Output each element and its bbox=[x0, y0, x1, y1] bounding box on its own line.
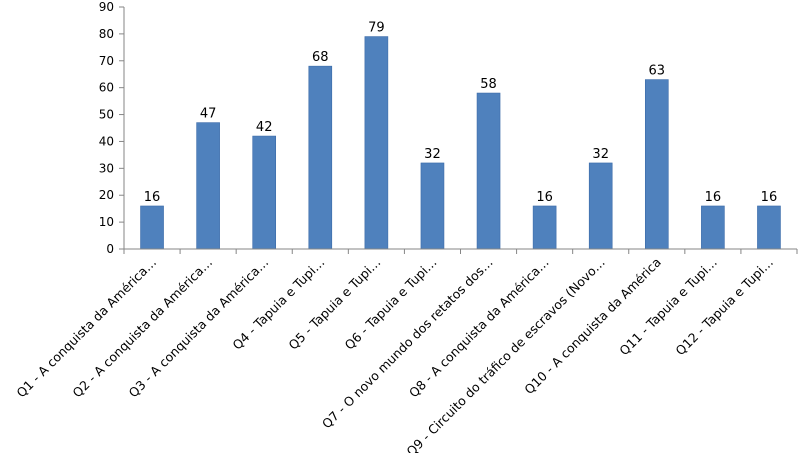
bar bbox=[476, 92, 501, 250]
data-label: 63 bbox=[649, 64, 666, 79]
x-category-label: Q12 - Tapuia e Tupi… bbox=[672, 255, 776, 359]
bar bbox=[364, 36, 389, 250]
y-axis: 0 10 20 30 40 50 60 70 80 90 bbox=[99, 0, 125, 256]
bars bbox=[140, 36, 781, 250]
y-tick-label: 50 bbox=[99, 108, 114, 122]
y-tick-label: 70 bbox=[99, 54, 114, 68]
data-label: 32 bbox=[592, 147, 609, 162]
y-tick-label: 40 bbox=[99, 134, 114, 148]
data-label: 16 bbox=[536, 190, 553, 205]
bar bbox=[140, 205, 164, 250]
data-label: 58 bbox=[480, 77, 497, 92]
bar bbox=[252, 135, 277, 250]
x-category-label: Q6 - Tapuia e Tupi… bbox=[342, 255, 440, 353]
x-category-label: Q11 - Tapuia e Tupi… bbox=[616, 255, 720, 359]
bar bbox=[757, 205, 781, 250]
y-tick-label: 80 bbox=[99, 27, 114, 41]
bar bbox=[644, 79, 669, 250]
data-labels: 16 47 42 68 79 32 58 16 32 63 16 16 bbox=[144, 21, 777, 205]
y-tick-label: 20 bbox=[99, 188, 114, 202]
x-category-label: Q5 - Tapuia e Tupi… bbox=[285, 255, 383, 353]
y-tick-label: 90 bbox=[99, 0, 114, 14]
data-label: 42 bbox=[256, 120, 273, 135]
x-category-label: Q4 - Tapuia e Tupi… bbox=[229, 255, 327, 353]
data-label: 47 bbox=[200, 107, 217, 122]
x-category-label: Q9 - Circuito do tráfico de escravos (No… bbox=[403, 255, 607, 453]
data-label: 16 bbox=[705, 190, 722, 205]
y-tick-label: 0 bbox=[106, 242, 114, 256]
bar bbox=[196, 122, 220, 250]
bar bbox=[588, 162, 613, 250]
bar bbox=[308, 65, 333, 250]
data-label: 79 bbox=[368, 21, 385, 36]
y-tick-label: 10 bbox=[99, 215, 114, 229]
data-label: 68 bbox=[312, 50, 329, 65]
data-label: 16 bbox=[761, 190, 778, 205]
y-tick-label: 60 bbox=[99, 81, 114, 95]
data-label: 16 bbox=[144, 190, 161, 205]
x-axis: Q1 - A conquista da América…Q2 - A conqu… bbox=[13, 248, 798, 453]
y-tick-label: 30 bbox=[99, 161, 114, 175]
bar bbox=[701, 205, 725, 250]
bar bbox=[420, 162, 445, 250]
bar bbox=[532, 205, 557, 250]
data-label: 32 bbox=[424, 147, 441, 162]
